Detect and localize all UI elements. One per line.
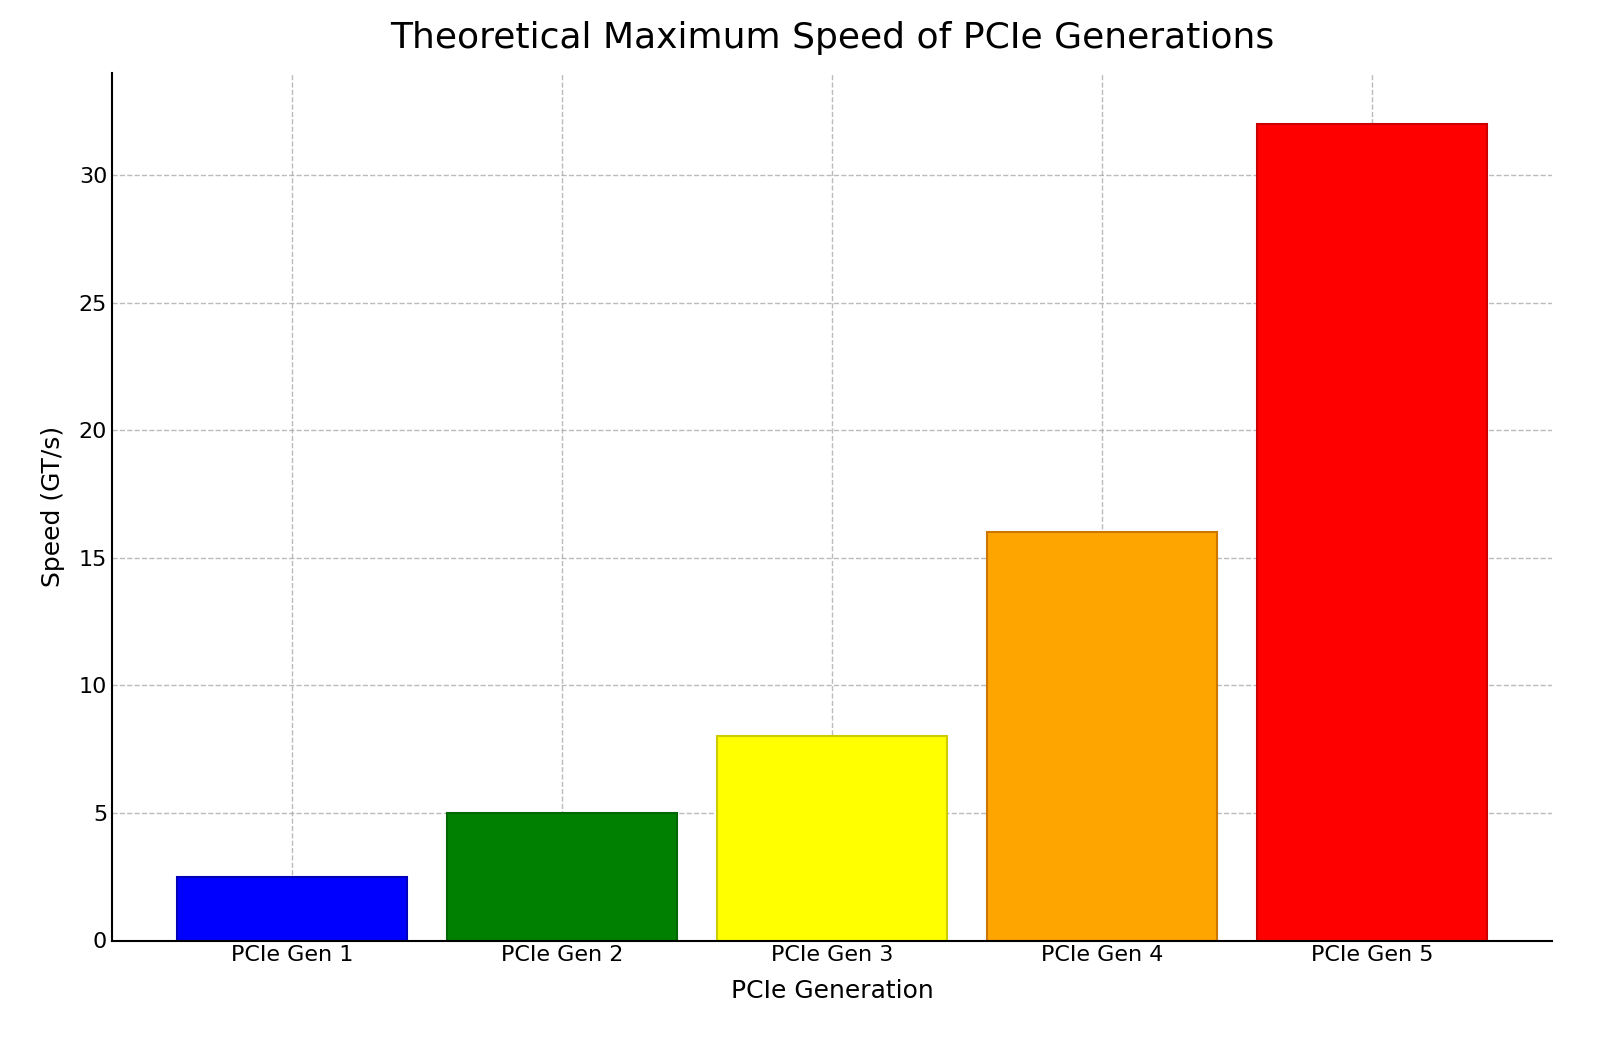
Y-axis label: Speed (GT/s): Speed (GT/s)	[42, 426, 66, 587]
Bar	[717, 737, 947, 940]
Title: Theoretical Maximum Speed of PCIe Generations: Theoretical Maximum Speed of PCIe Genera…	[390, 21, 1274, 55]
Bar	[987, 532, 1216, 940]
X-axis label: PCIe Generation: PCIe Generation	[731, 979, 933, 1003]
Bar	[448, 813, 677, 940]
Bar	[1258, 124, 1486, 940]
Bar	[178, 877, 406, 940]
